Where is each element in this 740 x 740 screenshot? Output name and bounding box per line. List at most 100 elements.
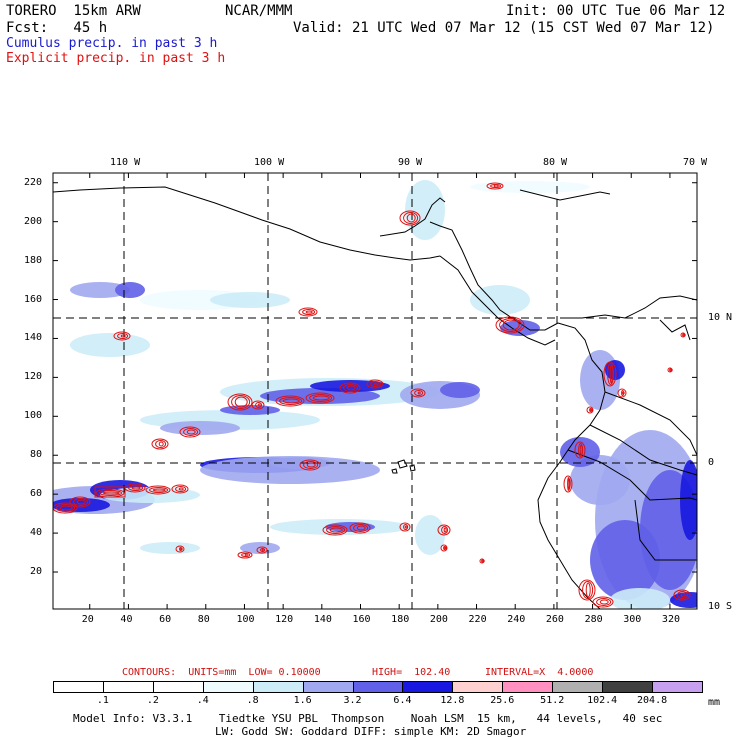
valid-time: Valid: 21 UTC Wed 07 Mar 12 (15 CST Wed … — [293, 20, 715, 36]
precip-contour — [241, 553, 251, 557]
colorbar-swatch — [302, 681, 354, 693]
galapagos-3 — [391, 468, 398, 474]
model-info-line1: Model Info: V3.3.1 Tiedtke YSU PBL Thomp… — [73, 712, 663, 725]
precip-contour — [339, 382, 361, 394]
longitude-label: 90 W — [398, 157, 423, 168]
precip-contour — [399, 210, 421, 226]
colorbar-swatch — [502, 681, 554, 693]
precip-area — [680, 460, 697, 540]
precip-contour — [343, 384, 359, 392]
precip-contour — [305, 392, 335, 404]
country-border-3 — [634, 499, 697, 561]
precip-contour — [574, 441, 586, 459]
precip-contour — [673, 589, 691, 601]
x-tick-label: 160 — [352, 614, 371, 625]
organization: NCAR/MMM — [225, 3, 293, 19]
precip-contour — [370, 381, 382, 387]
x-tick-label: 20 — [81, 614, 94, 625]
precip-contour — [621, 391, 625, 395]
precip-contour — [414, 390, 424, 396]
precip-contour — [53, 502, 78, 514]
precip-contour — [298, 307, 318, 317]
precip-contour — [279, 397, 303, 405]
x-tick-label: 300 — [623, 614, 642, 625]
precip-contour — [303, 461, 319, 469]
latitude-label: 10 N — [708, 312, 733, 323]
x-tick-label: 320 — [661, 614, 680, 625]
precip-contour — [582, 581, 594, 599]
precip-contour — [567, 478, 571, 490]
precip-contour — [69, 496, 91, 508]
colorbar-swatch — [652, 681, 703, 693]
x-tick-label: 80 — [197, 614, 210, 625]
precip-contour — [152, 488, 166, 492]
forecast-hour: Fcst: 45 h — [6, 20, 108, 36]
longitude-label: 70 W — [683, 157, 708, 168]
precip-contour — [306, 462, 316, 468]
precip-contour — [682, 333, 686, 337]
precip-contour — [441, 526, 449, 534]
y-tick-label: 40 — [30, 527, 43, 539]
precip-contour — [607, 363, 615, 385]
south-america-pacific-coast — [537, 449, 601, 609]
y-tick-label: 160 — [24, 293, 43, 305]
precip-area — [415, 515, 445, 555]
colorbar-swatch — [552, 681, 604, 693]
precip-area — [70, 333, 150, 357]
precip-contour — [231, 395, 251, 409]
precip-contour — [617, 388, 627, 398]
precip-area — [440, 382, 480, 398]
y-tick-label: 20 — [30, 566, 43, 578]
precip-contour — [356, 525, 366, 531]
latitude-label: 0 — [708, 457, 715, 468]
precip-contour — [155, 440, 167, 448]
precip-contour — [599, 599, 609, 605]
precip-contour — [255, 402, 263, 408]
precip-contour — [312, 395, 330, 401]
colorbar-tick-label: .4 — [196, 695, 209, 706]
precip-contour — [99, 490, 123, 496]
x-tick-label: 100 — [236, 614, 255, 625]
colorbar-tick-label: 12.8 — [440, 695, 465, 706]
precip-contour — [592, 596, 614, 608]
colombia-caribbean-coast — [560, 295, 697, 319]
precip-contour — [56, 504, 76, 512]
contours-info: CONTOURS: UNITS=mm LOW= 0.10000 — [122, 667, 321, 678]
precip-contour — [302, 309, 316, 315]
precip-contour — [237, 551, 253, 559]
y-tick-label: 220 — [24, 176, 43, 188]
latitude-label: 10 S — [708, 601, 733, 612]
precip-contour — [481, 559, 485, 563]
colorbar-swatch — [352, 681, 404, 693]
contours-high: HIGH= 102.40 — [372, 667, 451, 678]
precip-contour — [244, 553, 248, 557]
legend-explicit: Explicit precip. in past 3 h — [6, 51, 226, 66]
precip-contour — [117, 333, 129, 339]
precip-area — [140, 542, 200, 554]
precip-contour — [309, 394, 333, 402]
precip-contour — [175, 545, 185, 553]
precip-contour — [440, 544, 448, 552]
precip-contour — [256, 546, 268, 554]
precip-contour — [578, 579, 596, 601]
y-tick-label: 60 — [30, 488, 43, 500]
precip-contour — [603, 361, 617, 387]
precip-contour — [299, 459, 321, 471]
precip-contour — [669, 368, 673, 372]
precip-contour — [495, 316, 525, 334]
precip-contour — [493, 184, 499, 188]
precip-contour — [563, 475, 573, 493]
precip-contour — [131, 486, 141, 490]
precip-contour — [73, 498, 89, 506]
longitude-label: 100 W — [254, 157, 285, 168]
longitude-label: 80 W — [543, 157, 568, 168]
precip-area — [115, 282, 145, 298]
precip-contour — [183, 428, 199, 436]
precip-contour — [326, 526, 346, 534]
precip-area — [580, 350, 620, 410]
precip-contour — [621, 390, 625, 396]
colorbar-tick-label: .8 — [246, 695, 259, 706]
precip-contour — [579, 444, 583, 456]
precip-area — [590, 520, 660, 600]
colorbar-swatch — [252, 681, 304, 693]
